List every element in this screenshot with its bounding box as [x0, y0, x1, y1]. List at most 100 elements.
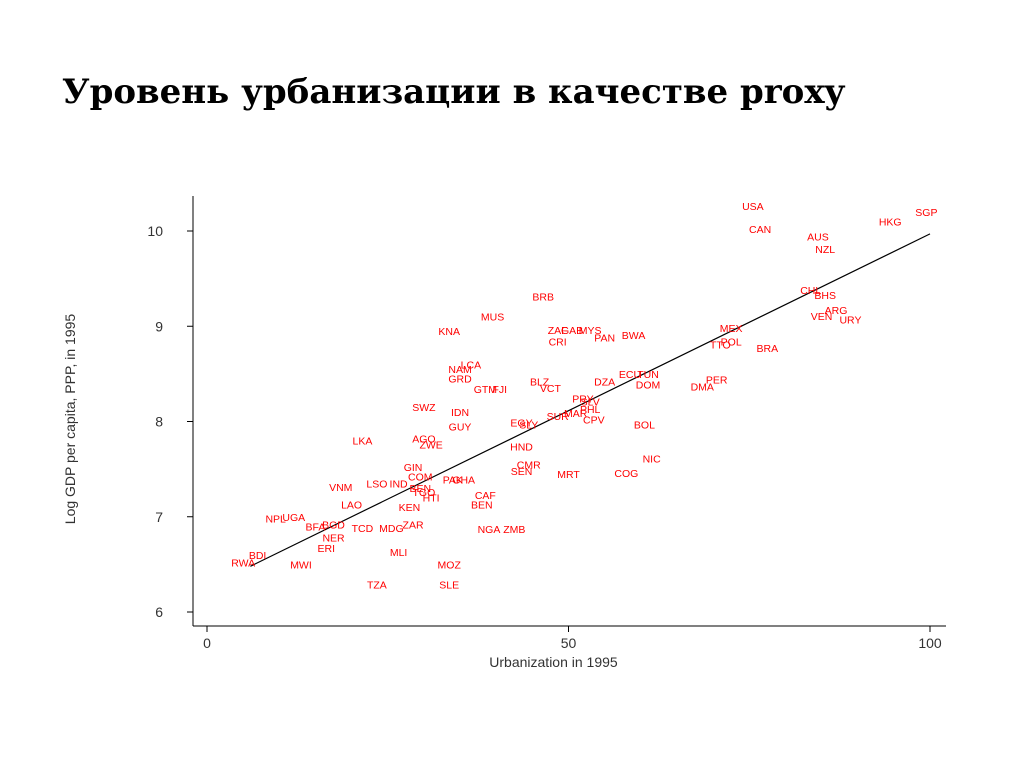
data-point-label: UGA — [282, 512, 305, 524]
data-point-label: MUS — [481, 312, 504, 324]
data-point-label: MOZ — [438, 559, 462, 571]
data-point-label: HND — [510, 441, 533, 453]
data-point-label: BRA — [757, 343, 779, 355]
data-point-label: BDI — [249, 550, 267, 562]
data-point-label: SUR — [547, 411, 570, 423]
data-point-label: COG — [614, 468, 638, 480]
data-point-label: ZAR — [403, 519, 424, 531]
data-point-label: KNA — [438, 326, 460, 338]
data-point-label: PRY — [572, 394, 593, 406]
data-point-label: USA — [742, 201, 764, 213]
data-point-label: AUS — [807, 232, 829, 244]
data-point-label: POL — [721, 336, 742, 348]
data-point-label: SEN — [511, 466, 533, 478]
data-point-label: NER — [322, 533, 345, 545]
y-tick-label: 7 — [155, 509, 163, 525]
y-tick-label: 8 — [155, 414, 163, 430]
data-point-label: HKG — [879, 216, 902, 228]
data-point-label: TCD — [352, 523, 374, 535]
data-point-label: BLZ — [530, 376, 550, 388]
data-point-label: NGA — [478, 524, 501, 536]
data-point-label: GIN — [404, 462, 423, 474]
data-point-label: LAO — [341, 499, 362, 511]
data-point-label: VEN — [811, 311, 833, 323]
y-tick-label: 6 — [155, 604, 163, 620]
data-point-label: MYS — [579, 325, 602, 337]
data-point-label: GTM — [474, 384, 497, 396]
data-point-label: HTI — [423, 493, 440, 505]
data-point-label: VCT — [540, 383, 562, 395]
data-point-label: LKA — [353, 436, 373, 448]
data-point-label: MRT — [557, 469, 580, 481]
data-point-label: BHS — [814, 290, 836, 302]
data-point-label: RWA — [231, 557, 255, 569]
chart-axes — [192, 196, 946, 627]
data-point-label: ERI — [318, 543, 336, 555]
data-point-label: TGO — [413, 487, 436, 499]
data-point-label: LSO — [366, 478, 387, 490]
data-point-label: SWZ — [412, 402, 436, 414]
data-point-label: ZWE — [419, 439, 442, 451]
y-axis-title: Log GDP per capita, PPP, in 1995 — [62, 314, 78, 525]
x-tick-label: 100 — [918, 635, 942, 651]
data-point-label: MDG — [379, 523, 404, 535]
data-point-label: PAN — [594, 333, 615, 345]
y-tick-label: 9 — [155, 318, 163, 334]
data-point-label: MWI — [290, 559, 312, 571]
data-point-label: ECU — [619, 369, 641, 381]
data-point-label: FJI — [493, 384, 508, 396]
data-point-label: GRD — [448, 374, 472, 386]
data-point-label: CAF — [475, 490, 496, 502]
data-point-label: GHA — [452, 475, 475, 487]
data-point-label: BEN — [471, 499, 493, 511]
x-tick-label: 50 — [561, 635, 577, 651]
slide-title: Уровень урбанизации в качестве proxy — [62, 72, 845, 112]
data-point-label: MAR — [564, 408, 588, 420]
data-point-label: SLE — [439, 579, 459, 591]
data-point-label: IDN — [451, 407, 469, 419]
data-point-label: BFA — [306, 521, 326, 533]
data-point-label: GUY — [449, 421, 472, 433]
data-point-label: BGD — [322, 519, 345, 531]
data-point-label: TUN — [637, 369, 659, 381]
data-point-label: LCA — [461, 359, 481, 371]
data-point-label: EGY — [510, 417, 532, 429]
data-point-label: DZA — [594, 376, 615, 388]
data-point-label: CPV — [583, 415, 605, 427]
data-point-label: SLY — [519, 419, 538, 431]
data-point-label: NPL — [265, 514, 286, 526]
data-point-label: CMR — [517, 459, 541, 471]
x-tick-label: 0 — [203, 635, 211, 651]
data-point-label: PAK — [443, 475, 463, 487]
data-point-label: BWA — [622, 330, 646, 342]
data-point-label: ZAF — [548, 325, 568, 337]
fit-line — [250, 233, 931, 567]
data-point-label: IND — [390, 478, 409, 490]
data-point-label: ZMB — [503, 524, 525, 536]
data-point-label: BOL — [634, 419, 655, 431]
data-point-label: MEX — [720, 323, 743, 335]
data-point-label: PER — [706, 375, 728, 387]
data-point-label: NZL — [815, 244, 835, 256]
data-point-label: GAB — [561, 325, 583, 337]
data-point-label: DOM — [636, 379, 661, 391]
data-point-label: KEN — [399, 502, 421, 514]
data-point-label: PHL — [580, 404, 601, 416]
y-tick-label: 10 — [147, 223, 163, 239]
data-point-label: CRI — [549, 336, 567, 348]
x-axis-title: Urbanization in 1995 — [489, 654, 618, 670]
data-point-label: DMA — [691, 381, 714, 393]
data-point-label: NIC — [643, 454, 662, 466]
data-point-label: AGO — [412, 434, 435, 446]
data-point-label: NAM — [448, 364, 471, 376]
data-point-label: CAN — [749, 224, 771, 236]
data-point-label: URY — [839, 315, 861, 327]
data-point-label: BEN — [409, 483, 431, 495]
data-point-label: SLV — [581, 396, 600, 408]
data-point-label: BRB — [532, 292, 554, 304]
data-point-label: ARG — [825, 305, 848, 317]
data-point-label: TTO — [710, 339, 731, 351]
